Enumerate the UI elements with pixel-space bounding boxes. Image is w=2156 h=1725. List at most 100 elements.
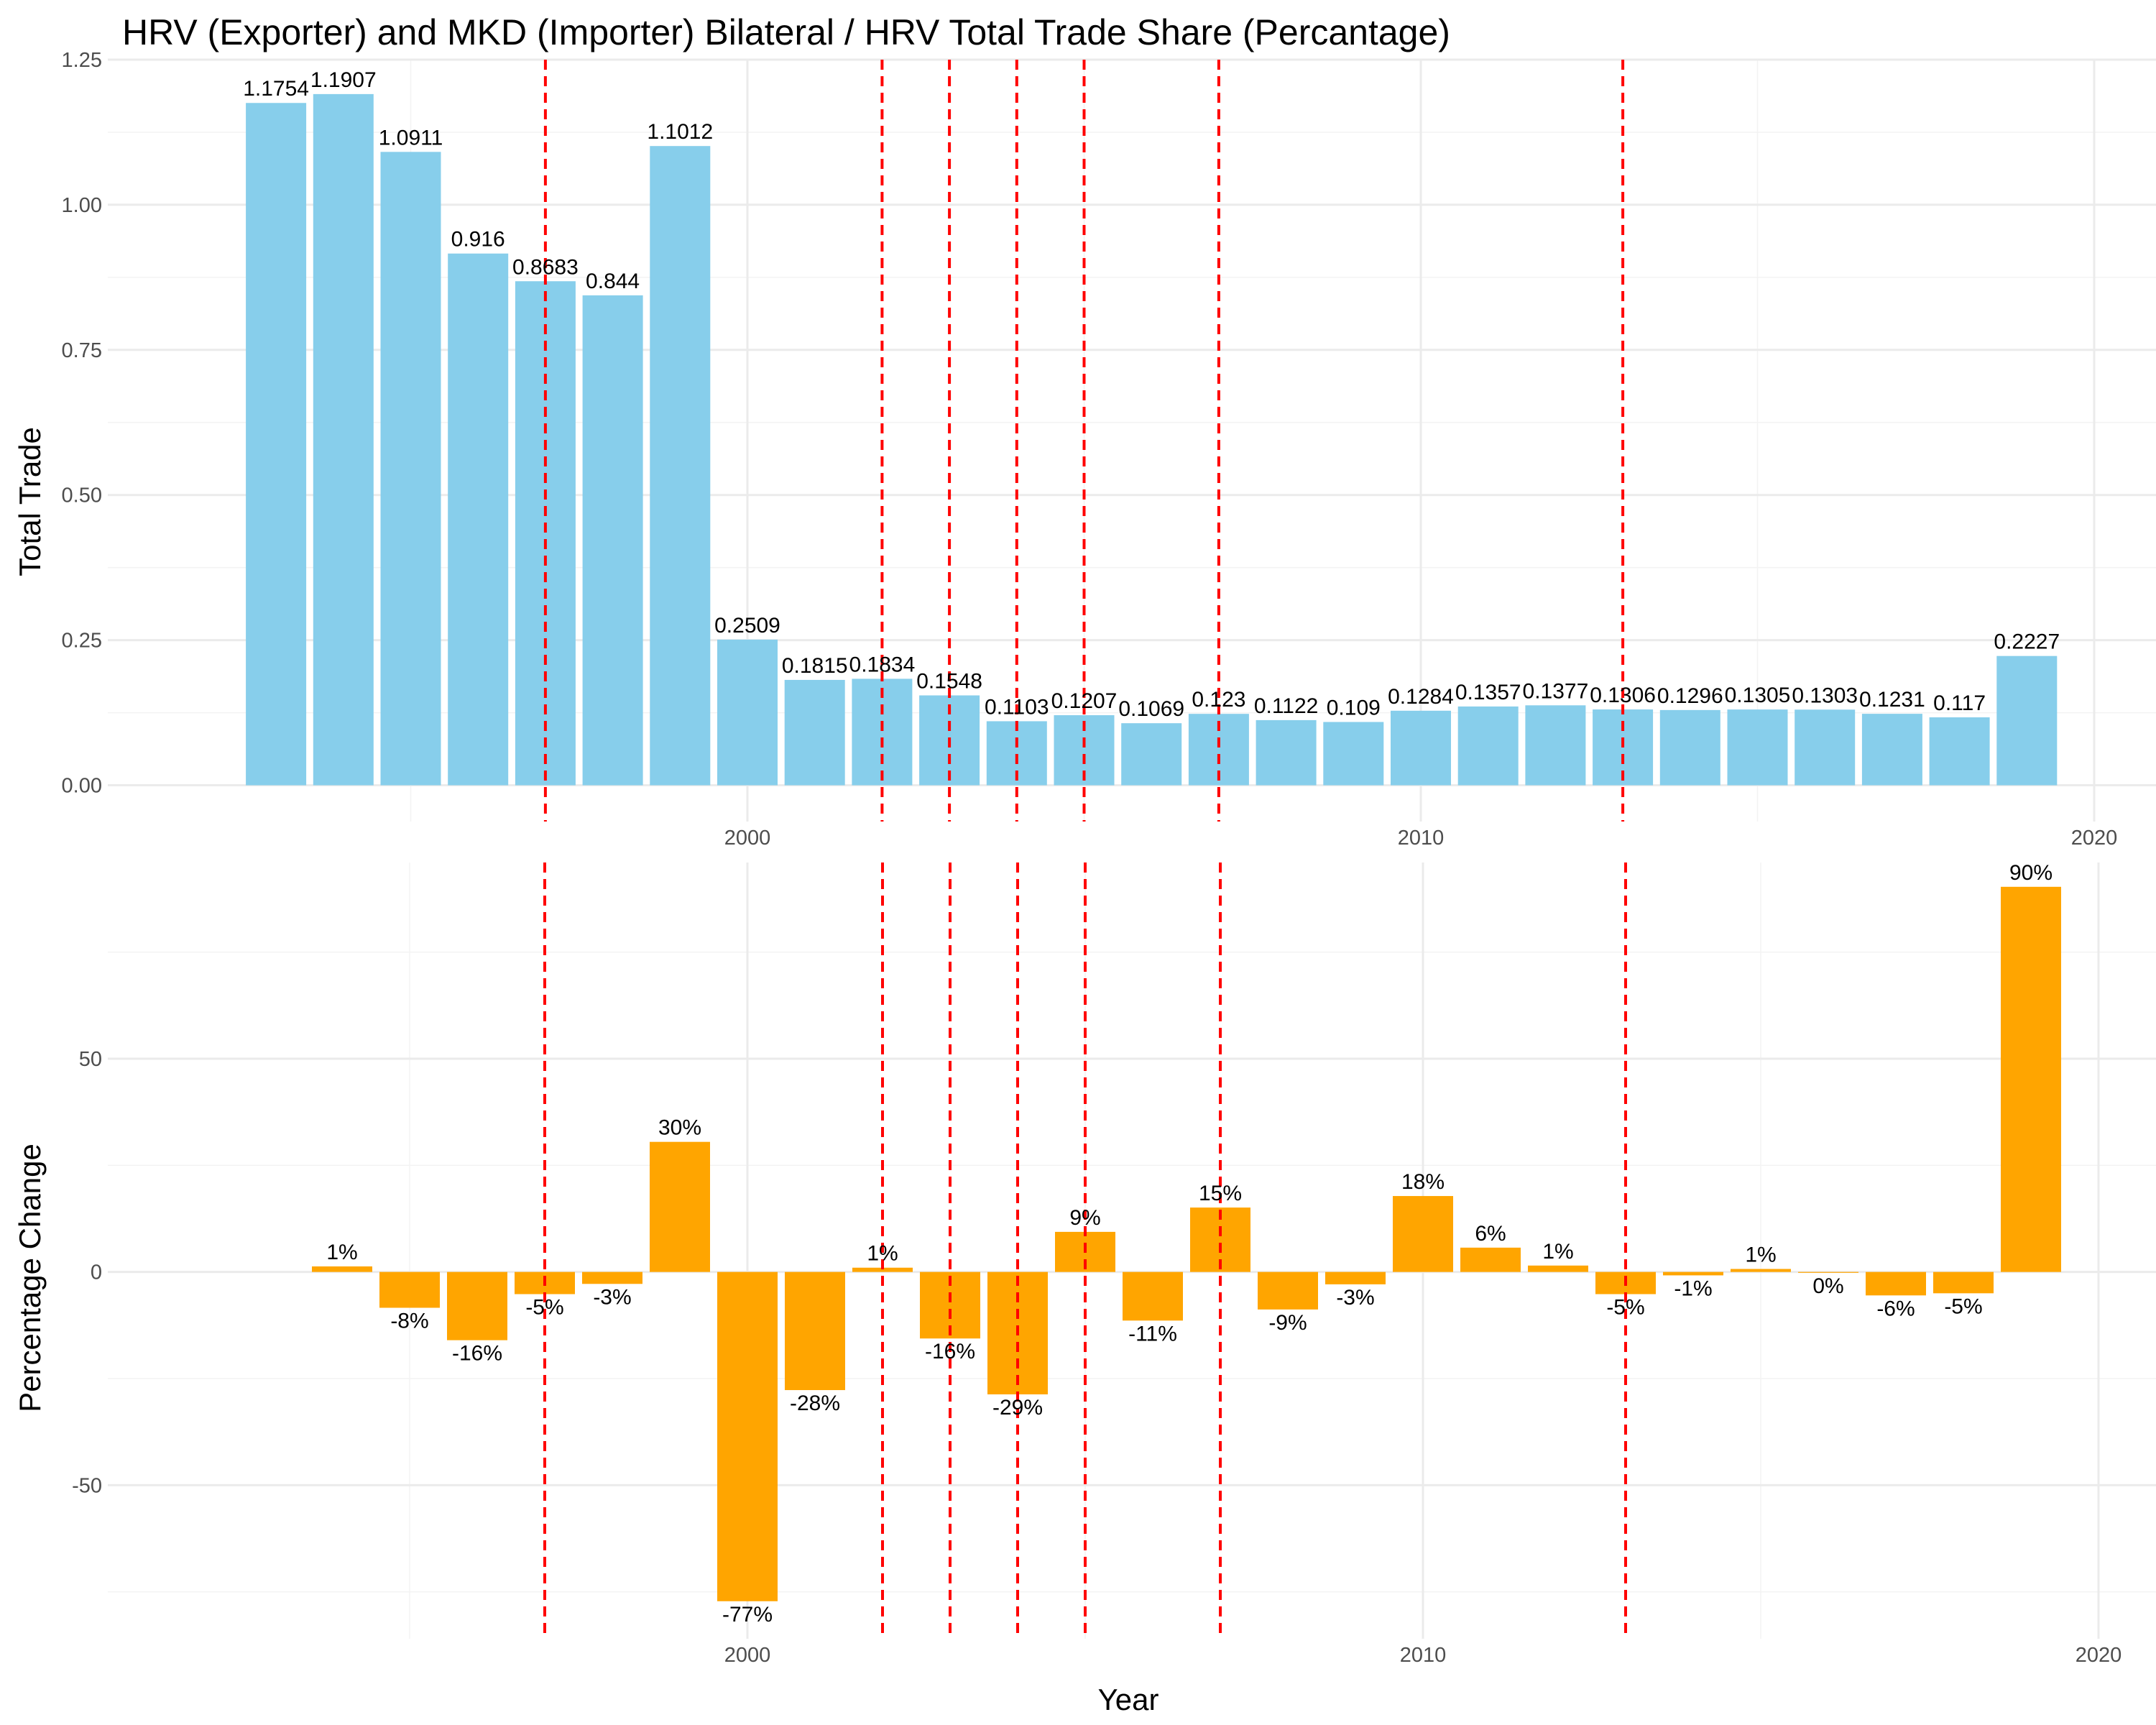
change-data-label: 90% xyxy=(2009,861,2053,885)
change-data-label: -16% xyxy=(452,1342,502,1366)
trade-bar xyxy=(582,295,643,786)
trade-data-label: 0.1377 xyxy=(1523,679,1589,703)
trade-data-label: 0.8683 xyxy=(512,255,579,279)
trade-bar xyxy=(1323,722,1384,786)
change-data-label: 15% xyxy=(1199,1182,1242,1205)
trade-bar xyxy=(1861,714,1922,786)
trade-data-label: 0.1122 xyxy=(1254,694,1319,718)
change-bar xyxy=(1325,1271,1386,1284)
change-bar xyxy=(1866,1271,1926,1296)
change-data-label: 0% xyxy=(1812,1274,1843,1298)
trade-bar xyxy=(717,639,778,786)
change-bar xyxy=(1258,1271,1318,1310)
change-data-label: 6% xyxy=(1475,1222,1506,1246)
trade-data-label: 0.844 xyxy=(586,270,640,293)
trade-x-tick-label: 2000 xyxy=(724,827,771,850)
change-y-tick-label: 50 xyxy=(79,1048,102,1071)
trade-data-label: 0.109 xyxy=(1327,696,1381,719)
trade-bar xyxy=(448,253,509,786)
trade-bar xyxy=(1996,656,2058,786)
change-bar xyxy=(1933,1271,1994,1294)
trade-data-labels: 1.1754 1.1907 1.0911 0.916 0.8683 0.844 1.1012… xyxy=(243,68,2060,721)
change-reference-lines xyxy=(543,862,1627,1639)
change-data-label: 1% xyxy=(326,1241,357,1264)
change-data-label: -28% xyxy=(790,1392,840,1415)
change-data-label: 9% xyxy=(1069,1206,1100,1230)
change-data-label: -6% xyxy=(1876,1297,1915,1320)
change-data-label: -8% xyxy=(390,1310,428,1333)
trade-data-label: 0.1103 xyxy=(985,695,1049,719)
change-bar xyxy=(1528,1265,1588,1272)
trade-bar xyxy=(784,679,845,786)
trade-data-label: 0.1834 xyxy=(849,653,916,676)
trade-data-label: 1.1754 xyxy=(243,77,309,101)
trade-bar xyxy=(1929,717,1990,786)
change-bar xyxy=(852,1267,913,1272)
change-data-label: -16% xyxy=(925,1340,975,1363)
change-bar xyxy=(785,1271,845,1391)
trade-data-label: 0.1284 xyxy=(1388,685,1454,709)
trade-data-label: 0.1303 xyxy=(1792,684,1858,707)
trade-data-label: 1.1907 xyxy=(310,68,377,92)
x-axis-title: Year xyxy=(1098,1683,1159,1716)
change-bar xyxy=(650,1141,710,1272)
change-bar xyxy=(1731,1269,1791,1272)
change-bar xyxy=(379,1271,440,1308)
change-bars xyxy=(312,886,2061,1601)
total-trade-y-axis-title: Total Trade xyxy=(13,427,47,576)
trade-x-tick-label: 2010 xyxy=(1398,827,1445,850)
trade-y-tick-label: 1.00 xyxy=(62,194,102,217)
trade-bar xyxy=(1659,709,1720,786)
change-y-tick-label: -50 xyxy=(72,1474,102,1497)
change-grid xyxy=(108,862,2156,1639)
trade-data-label: 0.1306 xyxy=(1590,684,1656,707)
trade-bar xyxy=(1391,710,1451,786)
change-data-label: -29% xyxy=(992,1396,1043,1420)
change-data-label: -5% xyxy=(1944,1294,1982,1318)
change-data-label: 1% xyxy=(867,1242,898,1266)
trade-data-label: 0.1069 xyxy=(1118,697,1184,721)
trade-data-label: 1.1012 xyxy=(647,120,713,144)
change-data-label: -3% xyxy=(1336,1286,1374,1310)
change-bar xyxy=(2001,886,2061,1272)
percentage-change-panel: -50 0 50 2000 2010 2020 1% -8% -16% -5% -3% 30% -77%… xyxy=(72,861,2156,1667)
change-bar xyxy=(447,1271,507,1340)
change-data-label: -11% xyxy=(1128,1322,1177,1346)
trade-bar xyxy=(1457,706,1519,786)
change-x-tick-label: 2000 xyxy=(724,1644,771,1667)
percentage-change-y-axis-title: Percentage Change xyxy=(13,1144,47,1412)
trade-bar xyxy=(650,146,711,786)
trade-data-label: 0.2509 xyxy=(714,614,780,638)
trade-data-label: 0.2227 xyxy=(1994,630,2060,654)
trade-y-tick-label: 0.00 xyxy=(62,775,102,798)
change-data-label: -1% xyxy=(1674,1276,1712,1300)
trade-data-label: 0.1305 xyxy=(1725,684,1791,707)
trade-bar xyxy=(313,93,374,786)
change-y-tick-label: 0 xyxy=(91,1261,102,1284)
change-bar xyxy=(582,1271,642,1284)
trade-data-label: 0.1357 xyxy=(1455,681,1521,704)
change-x-tick-label: 2010 xyxy=(1400,1644,1447,1667)
trade-x-tick-label: 2020 xyxy=(2071,827,2118,850)
change-data-label: 1% xyxy=(1745,1243,1776,1267)
trade-y-tick-label: 0.25 xyxy=(62,630,102,653)
trade-data-label: 0.1296 xyxy=(1657,684,1723,708)
total-trade-panel: 0.00 0.25 0.50 0.75 1.00 1.25 2000 2010 2020 1.17… xyxy=(62,49,2156,850)
trade-y-tick-label: 0.50 xyxy=(62,484,102,507)
trade-bar xyxy=(1525,705,1586,786)
change-data-label: -3% xyxy=(593,1285,631,1309)
trade-bar xyxy=(246,103,307,786)
trade-bar xyxy=(1256,719,1317,786)
trade-data-label: 0.1207 xyxy=(1051,689,1118,713)
change-data-label: 30% xyxy=(658,1116,701,1140)
change-bar xyxy=(1663,1271,1723,1276)
change-bar xyxy=(1123,1271,1183,1321)
change-data-label: 18% xyxy=(1401,1170,1445,1194)
trade-data-label: 0.1231 xyxy=(1859,688,1925,712)
change-bar xyxy=(312,1266,372,1272)
trade-data-label: 0.1815 xyxy=(782,654,848,678)
trade-bars xyxy=(246,93,2058,786)
trade-y-tick-label: 1.25 xyxy=(62,49,102,72)
trade-y-tick-label: 0.75 xyxy=(62,339,102,362)
